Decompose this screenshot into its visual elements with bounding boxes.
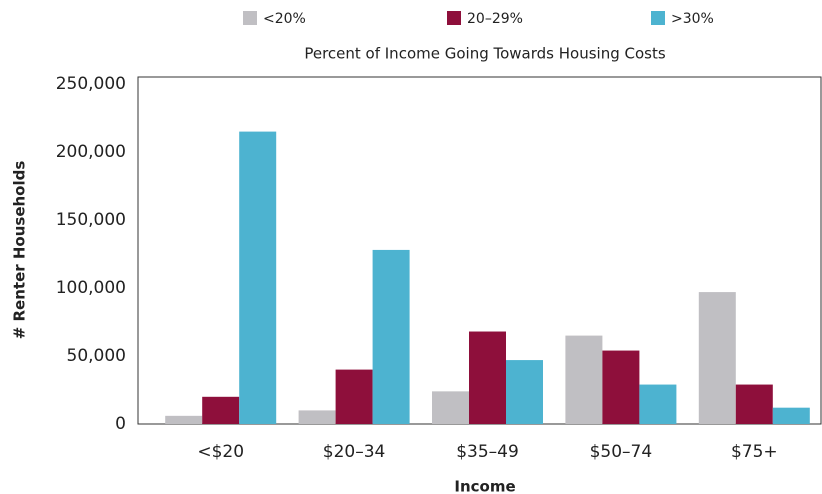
legend-label: >30% xyxy=(671,11,714,27)
y-axis-title: # Renter Households xyxy=(11,161,29,340)
bar xyxy=(506,360,543,424)
bar xyxy=(239,131,277,424)
legend-swatch xyxy=(447,11,461,25)
y-tick-label: 50,000 xyxy=(67,346,126,366)
y-tick-label: 250,000 xyxy=(56,74,126,94)
x-tick-label: $20–34 xyxy=(323,442,386,462)
bar xyxy=(735,384,773,424)
bar xyxy=(565,335,603,424)
bar xyxy=(698,292,736,424)
x-tick-label: <$20 xyxy=(197,442,244,462)
bar xyxy=(165,415,203,424)
chart-title: Percent of Income Going Towards Housing … xyxy=(304,45,666,63)
bar xyxy=(772,407,810,424)
x-axis-title: Income xyxy=(454,478,515,494)
bar xyxy=(298,410,336,424)
legend-label: 20–29% xyxy=(467,11,523,27)
bar xyxy=(335,369,373,424)
bar xyxy=(602,350,640,424)
bar xyxy=(469,331,506,424)
y-tick-label: 100,000 xyxy=(56,278,126,298)
y-tick-label: 150,000 xyxy=(56,210,126,230)
y-tick-label: 0 xyxy=(115,414,126,434)
x-tick-label: $50–74 xyxy=(590,442,653,462)
bar xyxy=(372,249,410,424)
legend-swatch xyxy=(651,11,665,25)
legend-label: <20% xyxy=(263,11,306,27)
bar xyxy=(639,384,677,424)
x-tick-label: $35–49 xyxy=(456,442,519,462)
x-tick-label: $75+ xyxy=(731,442,778,462)
y-tick-label: 200,000 xyxy=(56,142,126,162)
bar xyxy=(202,396,240,424)
legend-swatch xyxy=(243,11,257,25)
bar xyxy=(432,391,469,424)
